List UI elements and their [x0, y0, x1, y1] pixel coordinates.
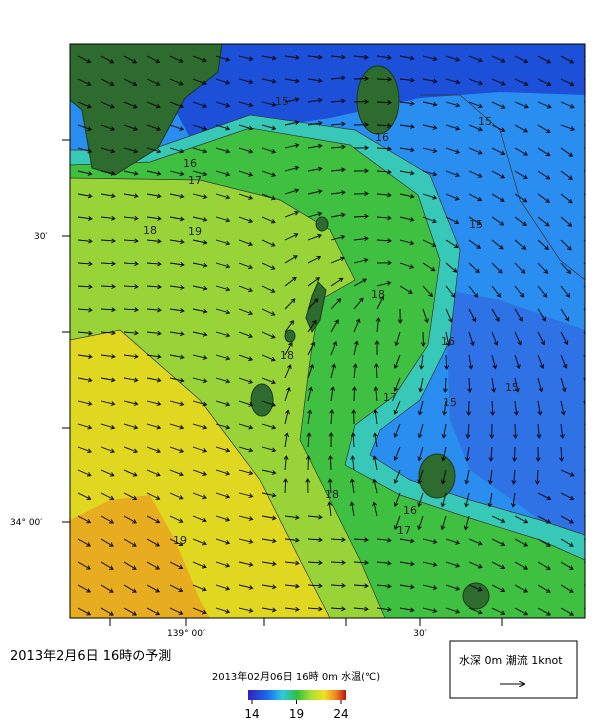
land — [70, 44, 490, 610]
sea-15-dark — [445, 290, 585, 540]
contour-label: 17 — [383, 391, 397, 404]
contour-label: 16 — [183, 157, 197, 170]
colorbar-tick-label: 14 — [244, 707, 259, 721]
contour-label: 17 — [188, 174, 202, 187]
legend-box — [449, 640, 578, 699]
island — [315, 216, 329, 232]
colorbar-tick-label: 24 — [333, 707, 348, 721]
contour-label: 19 — [173, 534, 187, 547]
contour-label: 19 — [188, 225, 202, 238]
lon-label: 139° 00′ — [167, 629, 205, 639]
island — [284, 329, 296, 343]
contour-label: 18 — [143, 224, 157, 237]
colorbar-ticks: 14 19 24 — [244, 700, 349, 721]
legend-text: 水深 0m 潮流 1knot — [459, 653, 563, 667]
contour-label: 15 — [275, 95, 289, 108]
colorbar-tick-label: 19 — [289, 707, 304, 721]
contour-label: 18 — [280, 349, 294, 362]
contour-label: 16 — [403, 504, 417, 517]
current-arrows — [77, 54, 585, 616]
contour-label: 17 — [397, 524, 411, 537]
colorbar — [248, 690, 346, 700]
contour-label: 15 — [478, 115, 492, 128]
island — [356, 65, 400, 135]
contour-label: 18 — [371, 288, 385, 301]
contour-label: 16 — [441, 335, 455, 348]
island — [418, 453, 456, 499]
island — [250, 383, 274, 417]
lon-label: 30′ — [413, 629, 427, 639]
colorbar-title: 2013年02月06日 16時 0m 水温(℃) — [212, 670, 380, 683]
contour-label: 18 — [325, 488, 339, 501]
lat-label: 34° 00′ — [10, 518, 42, 528]
contour-labels: 15 16 15 16 17 18 19 15 18 18 16 15 15 17 18 16 17 19 — [143, 95, 519, 547]
contour-label: 15 — [505, 381, 519, 394]
contour-label: 15 — [443, 396, 457, 409]
map-frame — [69, 43, 586, 619]
frame-ticks — [62, 139, 503, 626]
land-peninsula — [70, 44, 223, 176]
island — [462, 582, 490, 610]
contour-label: 15 — [469, 218, 483, 231]
island — [305, 281, 327, 334]
lat-label: 30′ — [34, 232, 48, 242]
temperature-field — [70, 44, 585, 618]
contour-label: 16 — [375, 131, 389, 144]
forecast-caption: 2013年2月6日 16時の予測 — [10, 649, 171, 664]
